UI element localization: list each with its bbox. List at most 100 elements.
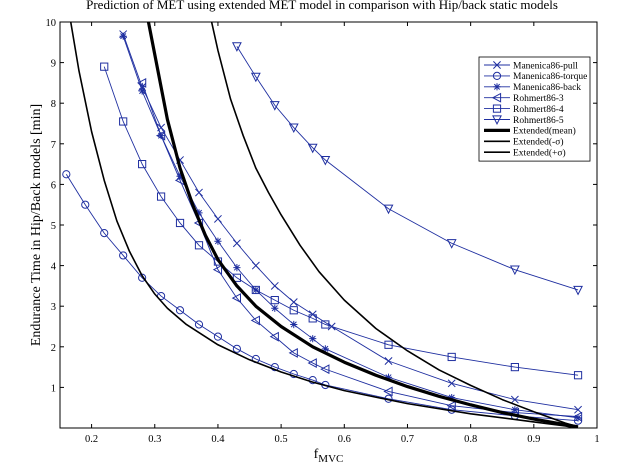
data-point-1-12 <box>289 369 298 379</box>
data-point-2-12 <box>384 373 393 381</box>
data-point-3-8 <box>288 347 298 358</box>
data-point-3-12 <box>446 400 456 411</box>
data-point-4-10 <box>289 306 298 315</box>
data-point-0-7 <box>251 261 260 270</box>
data-point-3-1 <box>155 130 166 141</box>
legend-label-2: Manenica86-back <box>513 83 581 93</box>
legend-marker-5 <box>492 115 502 125</box>
data-point-2-11 <box>321 345 329 353</box>
legend-marker-0 <box>493 61 501 69</box>
data-point-5-5 <box>320 155 331 166</box>
data-point-1-6 <box>175 306 185 315</box>
legend-label-5: Rohmert86-5 <box>513 116 564 126</box>
x-axis-title: fMVC <box>314 447 344 465</box>
data-point-5-6 <box>383 204 394 215</box>
data-point-3-11 <box>383 386 393 397</box>
legend: Manenica86-pullManenica86-torqueManenica… <box>478 56 591 162</box>
x-axis-title-subscript: MVC <box>318 453 343 465</box>
data-point-1-3 <box>119 251 128 260</box>
data-point-1-13 <box>308 375 317 385</box>
data-point-1-7 <box>194 320 204 329</box>
data-point-2-13 <box>448 393 456 402</box>
data-point-4-3 <box>156 192 166 201</box>
y-tick-label-4: 5 <box>51 221 56 232</box>
plot-area: 0.2 0.3 0.4 0.5 0.6 0.7 0.8 0.9 1 1 2 3 4 5 6 7 8 9 10 <box>46 18 600 445</box>
data-point-4-5 <box>194 241 204 250</box>
data-point-4-13 <box>384 340 393 349</box>
legend-label-6: Extended(mean) <box>513 126 576 137</box>
x-axis-title-main: f <box>314 447 319 462</box>
series-line-6 <box>146 22 579 428</box>
y-axis-title: Endurance Time in Hip/Back models [min] <box>29 104 44 346</box>
data-point-3-5 <box>231 293 241 304</box>
data-point-3-7 <box>269 331 279 342</box>
x-tick-label-4: 0.6 <box>338 434 351 445</box>
y-tick-label-1: 2 <box>51 343 56 354</box>
data-point-0-13 <box>447 379 456 388</box>
data-point-0-6 <box>232 239 241 248</box>
legend-label-4: Rohmert86-4 <box>513 105 564 115</box>
x-tick-label-0: 0.2 <box>85 434 98 445</box>
data-point-2-0 <box>119 32 127 40</box>
data-point-3-14 <box>572 411 583 422</box>
data-point-2-1 <box>138 87 146 95</box>
data-point-2-5 <box>214 237 222 245</box>
data-point-1-0 <box>62 170 71 179</box>
data-point-2-6 <box>233 264 241 272</box>
y-tick-label-8: 9 <box>51 59 56 70</box>
y-tick-label-9: 10 <box>46 18 57 29</box>
legend-box <box>478 56 591 162</box>
legend-label-3: Rohmert86-3 <box>513 94 564 104</box>
legend-marker-4 <box>492 104 502 113</box>
y-tick-label-0: 1 <box>51 383 56 394</box>
data-point-5-4 <box>307 143 318 154</box>
legend-label-8: Extended(+σ) <box>513 148 566 159</box>
data-point-1-8 <box>213 332 223 341</box>
legend-label-7: Extended(-σ) <box>513 137 564 148</box>
data-point-3-9 <box>307 358 317 368</box>
data-point-5-7 <box>446 239 457 249</box>
data-point-3-4 <box>212 264 223 275</box>
data-point-4-15 <box>510 363 519 372</box>
data-point-5-9 <box>573 285 583 296</box>
data-point-5-3 <box>288 123 299 134</box>
data-point-4-11 <box>308 314 317 323</box>
data-point-0-5 <box>213 214 222 223</box>
x-tick-label-3: 0.5 <box>275 434 288 445</box>
series-line-5 <box>236 46 579 291</box>
data-point-4-2 <box>138 160 147 169</box>
y-tick-label-5: 6 <box>51 180 56 191</box>
data-point-5-8 <box>509 265 520 276</box>
data-point-0-4 <box>195 188 203 197</box>
data-point-2-9 <box>290 320 298 329</box>
data-point-4-14 <box>447 352 456 362</box>
series-line-0 <box>122 34 579 411</box>
series-line-4 <box>103 66 579 376</box>
data-point-4-9 <box>270 296 279 305</box>
x-tick-label-6: 0.8 <box>464 434 477 445</box>
legend-marker-3 <box>491 92 502 103</box>
data-point-2-15 <box>574 414 582 422</box>
y-tick-label-3: 4 <box>51 262 57 273</box>
y-tick-label-7: 8 <box>51 99 56 110</box>
data-point-1-1 <box>81 200 90 209</box>
data-point-5-2 <box>269 101 280 111</box>
data-point-1-11 <box>270 363 279 372</box>
data-point-2-3 <box>176 172 184 180</box>
data-point-1-9 <box>232 344 241 353</box>
legend-marker-2 <box>493 83 501 91</box>
data-point-2-4 <box>195 209 203 217</box>
data-point-3-6 <box>250 315 260 326</box>
series-line-8 <box>210 22 579 428</box>
x-tick-label-5: 0.7 <box>401 434 414 445</box>
data-point-2-10 <box>309 335 317 343</box>
data-point-1-2 <box>100 229 109 238</box>
data-point-3-0 <box>136 77 147 88</box>
data-point-4-0 <box>100 62 109 71</box>
data-point-0-15 <box>574 405 583 414</box>
series-line-1 <box>65 174 579 422</box>
data-point-0-12 <box>384 357 393 365</box>
data-point-5-1 <box>250 72 261 83</box>
data-point-3-10 <box>320 364 330 375</box>
